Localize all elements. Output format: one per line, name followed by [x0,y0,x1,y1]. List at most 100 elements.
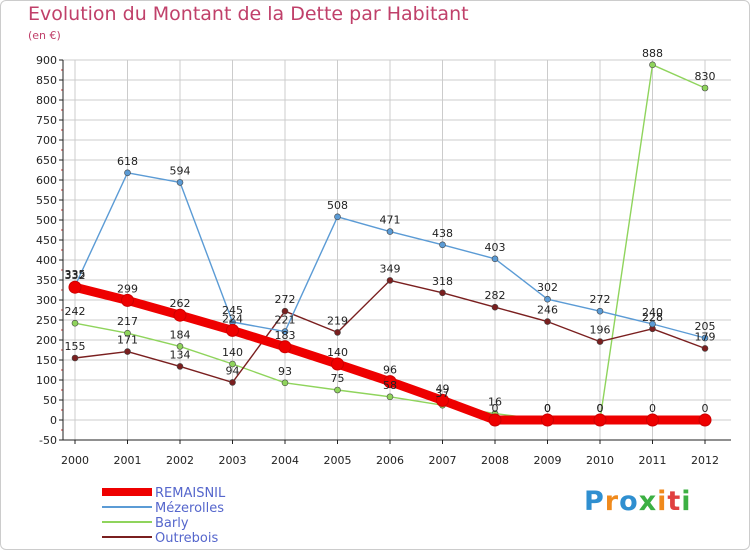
data-label: 282 [485,289,506,302]
data-label: 96 [383,364,397,377]
data-point [68,280,82,294]
data-label: 335 [65,268,86,281]
data-point [331,357,344,371]
data-label: 94 [226,364,240,377]
data-label: 0 [597,402,604,415]
legend-label: Mézerolles [155,501,224,516]
chart-unit-label: (en €) [28,29,61,42]
data-point [334,386,341,394]
data-point [173,308,187,322]
y-tick-label: 850 [36,74,57,87]
y-tick-label: 0 [50,414,57,427]
data-label: 0 [597,402,604,415]
data-point [383,375,397,389]
data-label: 58 [383,379,397,392]
data-point [226,323,239,337]
data-point [701,84,709,92]
axis-layer: -50 0 50 100 150 200 250 300 350 400 450 500 550 600 6… [36,54,731,467]
x-tick-label: 2006 [376,454,404,467]
data-label: 0 [649,402,656,415]
data-point [281,307,289,315]
data-point [596,338,604,345]
y-tick-label: -50 [39,434,57,447]
data-label: 228 [642,311,663,324]
data-label: 240 [642,306,663,319]
data-point [176,343,184,350]
y-tick-label: 150 [36,354,57,367]
data-point [646,413,659,427]
x-tick-label: 2009 [534,454,562,467]
logo-letter: r [604,486,620,517]
data-label: 302 [537,281,558,294]
data-point [124,169,131,177]
y-tick-label: 400 [36,254,57,267]
logo-letter: t [667,486,682,517]
data-point [71,319,79,327]
data-point [176,179,184,186]
data-point [334,213,341,221]
data-label: 221 [275,314,296,327]
data-label: 0 [702,402,709,415]
data-point [278,340,292,354]
legend-label: Outrebois [155,531,218,546]
y-tick-label: 450 [36,234,57,247]
data-label: 16 [488,396,502,409]
data-point [491,303,499,311]
data-label: 403 [485,241,506,254]
data-point [544,295,551,303]
data-point [334,329,341,336]
data-point [281,379,289,387]
data-label: 93 [278,365,292,378]
y-tick-label: 50 [43,394,57,407]
data-label: 134 [170,348,191,361]
y-tick-label: 700 [36,134,57,147]
x-tick-label: 2012 [691,454,719,467]
data-point [439,241,446,249]
y-tick-label: 300 [36,294,57,307]
y-tick-label: 200 [36,334,57,347]
proxiti-logo: Proxiti [584,486,692,517]
y-tick-label: 900 [36,54,57,67]
x-tick-label: 2001 [114,454,142,467]
data-label: 888 [642,47,663,60]
data-point [701,345,709,352]
data-label: 318 [432,275,453,288]
data-point [544,318,551,325]
data-point [386,277,394,284]
data-point [121,293,134,307]
data-point [698,413,712,427]
x-tick-label: 2000 [61,454,89,467]
data-point [176,363,184,370]
data-point [229,360,236,368]
y-tick-label: 650 [36,154,57,167]
data-label: 37 [436,387,450,400]
y-tick-label: 750 [36,114,57,127]
y-tick-label: 800 [36,94,57,107]
data-point [229,379,236,386]
x-tick-label: 2004 [271,454,299,467]
data-label: 242 [65,305,86,318]
y-tick-label: 100 [36,374,57,387]
data-point [439,289,446,297]
data-label: 0 [492,402,499,415]
data-point [596,307,604,315]
logo-letter: x [638,486,658,517]
data-label: 246 [537,304,558,317]
data-point [124,348,131,355]
data-label: 196 [590,324,611,337]
data-point [386,393,394,401]
data-label: 49 [436,382,450,395]
data-point [649,320,656,328]
data-label: 0 [544,402,551,415]
legend-label: Barly [155,516,189,531]
data-label: 140 [327,346,348,359]
data-label: 471 [380,214,401,227]
y-tick-label: 550 [36,194,57,207]
data-point [281,328,289,335]
data-point [71,354,79,362]
data-point [436,393,449,407]
legend-label: REMAISNIL [155,486,226,501]
data-label-layer: 332 299 262 224 183 140 96 49 0 0 0 0 0 335 618 594 245 2… [65,47,716,415]
data-label: 272 [590,293,611,306]
data-point [124,329,131,337]
